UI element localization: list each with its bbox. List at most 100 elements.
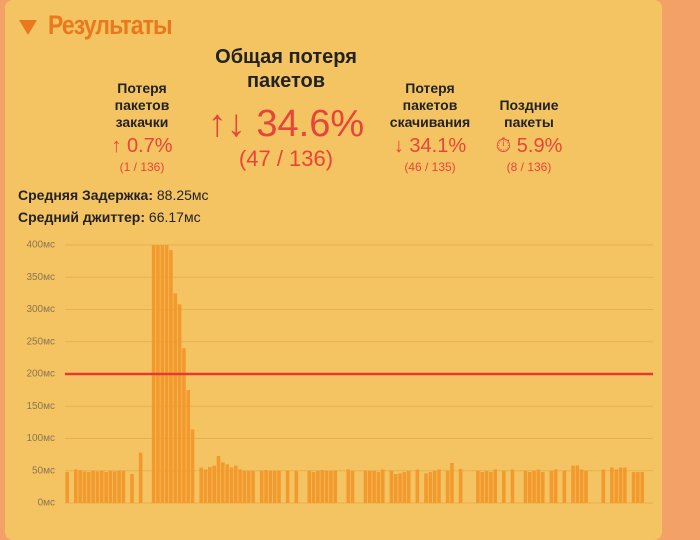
bar	[268, 470, 273, 503]
latency: Средняя Задержка: 88.25мс	[18, 187, 209, 203]
bar	[510, 469, 515, 503]
collapse-icon[interactable]	[19, 20, 37, 36]
stat-detail: (46 / 135)	[404, 160, 456, 174]
bar	[527, 472, 532, 503]
bar	[73, 469, 78, 503]
bar	[99, 470, 104, 503]
bar	[264, 470, 268, 503]
latency-label: Средняя Задержка:	[18, 187, 153, 203]
bar	[428, 472, 433, 503]
bar	[618, 467, 623, 503]
stat-detail: (8 / 136)	[506, 160, 552, 174]
latency-value: 88.25мс	[156, 187, 209, 203]
bar	[130, 473, 134, 503]
stat-label: Потеря пакетов скачивания	[389, 80, 471, 130]
bar	[623, 467, 627, 503]
jitter-value: 66.17мс	[148, 209, 201, 225]
bar	[212, 465, 216, 503]
bar	[346, 469, 351, 503]
bar	[493, 469, 498, 503]
bar	[251, 470, 255, 503]
bar	[229, 467, 234, 503]
bar	[553, 469, 558, 503]
bar	[450, 463, 454, 503]
y-tick-label: 150мс	[26, 401, 55, 412]
bar	[636, 472, 640, 503]
bar	[480, 472, 485, 503]
bar	[82, 471, 87, 503]
jitter: Средний джиттер: 66.17мс	[18, 209, 201, 225]
bar	[406, 470, 411, 503]
bar	[489, 472, 493, 503]
bar	[571, 465, 575, 503]
bar	[640, 472, 645, 503]
bar	[614, 469, 619, 503]
page: 0мс 50мс 100мс 150мс 200мс 250мс 300мс 350мс 400…	[5, 0, 662, 540]
bar	[246, 470, 251, 503]
bar	[112, 471, 117, 503]
stat-late: Поздние пакеты ⏱ 5.9% (8 / 136)	[479, 97, 579, 174]
bar	[95, 471, 100, 503]
bar	[104, 472, 108, 503]
stat-detail: (1 / 136)	[119, 160, 165, 174]
bar	[238, 469, 242, 503]
bar	[601, 469, 606, 503]
bar	[562, 470, 567, 503]
bar	[242, 470, 247, 503]
bar	[138, 452, 143, 503]
bar	[203, 469, 208, 503]
chart: 0мс 50мс 100мс 150мс 200мс 250мс 300мс 350мс 400…	[26, 240, 653, 509]
bar	[402, 472, 407, 503]
y-tick-label: 400мс	[26, 240, 55, 251]
section-title[interactable]: Результаты	[48, 10, 173, 40]
bar	[424, 473, 428, 503]
stat-total: Общая потеря пакетов ↑↓ 34.6% (47 / 136)	[196, 45, 376, 172]
bar	[367, 470, 372, 503]
stat-label: Поздние пакеты	[499, 97, 559, 130]
bar	[182, 348, 186, 503]
bar	[91, 470, 95, 503]
stat-value: ↑↓ 34.6%	[207, 103, 365, 145]
bar	[389, 470, 394, 503]
bar	[631, 472, 636, 503]
bar	[458, 468, 463, 503]
bar	[380, 469, 385, 503]
bar	[445, 470, 450, 503]
stat-label: Общая потеря пакетов	[215, 46, 357, 92]
bar	[584, 470, 588, 503]
bar	[117, 470, 121, 503]
bar	[108, 470, 113, 503]
bar	[294, 470, 299, 503]
bar	[277, 470, 281, 503]
bar	[610, 467, 614, 503]
bar	[549, 470, 554, 503]
bar	[575, 465, 580, 503]
stat-label: Потеря пакетов закачки	[114, 80, 170, 130]
bar	[121, 470, 126, 503]
bar	[190, 429, 195, 503]
bar	[432, 470, 437, 503]
bar	[186, 390, 191, 503]
bar	[173, 293, 178, 503]
bar	[393, 473, 398, 503]
stat-detail: (47 / 136)	[238, 146, 334, 171]
stat-value: ↓ 34.1%	[393, 135, 467, 157]
bar	[177, 304, 182, 503]
bar	[536, 469, 541, 503]
bar	[169, 250, 173, 503]
bar	[316, 470, 320, 503]
stat-value: ↑ 0.7%	[111, 135, 173, 157]
bar	[65, 472, 69, 503]
bar	[307, 470, 312, 503]
stat-upload: Потеря пакетов закачки ↑ 0.7% (1 / 136)	[92, 80, 192, 174]
bar	[502, 470, 506, 503]
bar	[233, 465, 238, 503]
bar	[324, 470, 329, 503]
bar	[311, 472, 316, 503]
y-tick-label: 300мс	[26, 304, 55, 315]
bar	[437, 469, 441, 503]
bar	[259, 470, 264, 503]
bar	[540, 472, 545, 503]
bar	[329, 470, 333, 503]
bar	[333, 470, 338, 503]
